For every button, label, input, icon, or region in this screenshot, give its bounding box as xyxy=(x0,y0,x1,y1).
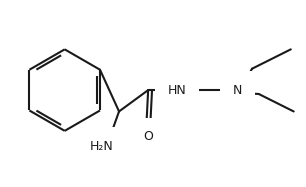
Text: HN: HN xyxy=(168,84,187,97)
Text: O: O xyxy=(143,130,153,143)
Text: H₂N: H₂N xyxy=(90,140,114,153)
Text: N: N xyxy=(233,84,242,97)
